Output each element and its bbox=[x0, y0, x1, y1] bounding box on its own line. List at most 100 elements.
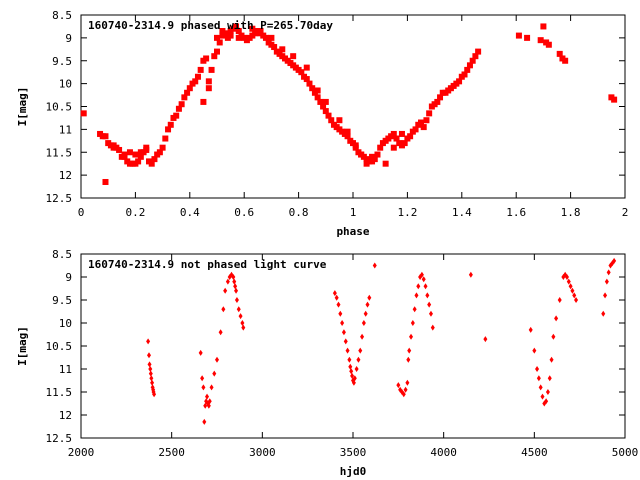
data-point bbox=[212, 370, 217, 377]
x-axis-label: hjd0 bbox=[340, 465, 367, 478]
data-point bbox=[515, 32, 522, 39]
data-point bbox=[416, 283, 421, 290]
data-point bbox=[149, 375, 154, 382]
x-tick-label: 0.6 bbox=[234, 206, 254, 219]
data-point bbox=[341, 329, 346, 336]
data-point bbox=[604, 278, 609, 285]
data-point bbox=[572, 292, 577, 299]
data-point bbox=[410, 320, 415, 326]
x-tick-label: 1 bbox=[350, 206, 357, 219]
data-point bbox=[434, 98, 441, 105]
data-point bbox=[102, 178, 109, 185]
data-point bbox=[412, 306, 417, 313]
data-point bbox=[102, 133, 109, 140]
x-tick-label: 1.6 bbox=[506, 206, 526, 219]
data-point bbox=[197, 66, 204, 73]
x-tick-label: 4000 bbox=[430, 446, 457, 459]
data-point bbox=[363, 160, 370, 167]
data-point bbox=[151, 156, 158, 163]
data-point bbox=[540, 393, 545, 400]
data-point bbox=[236, 306, 241, 313]
data-point bbox=[361, 320, 366, 326]
data-point bbox=[358, 151, 365, 158]
data-point bbox=[382, 160, 389, 167]
data-point bbox=[409, 333, 414, 340]
data-point bbox=[456, 78, 463, 85]
data-point bbox=[235, 28, 242, 35]
y-tick-label: 10.5 bbox=[46, 340, 73, 353]
data-point bbox=[414, 292, 419, 299]
data-point bbox=[430, 324, 435, 331]
y-axis-label: I[mag] bbox=[16, 326, 29, 366]
data-point bbox=[390, 144, 397, 151]
data-point bbox=[209, 384, 214, 391]
data-point bbox=[181, 94, 188, 101]
x-tick-label: 4500 bbox=[521, 446, 548, 459]
chart-title: 160740-2314.9 not phased light curve bbox=[88, 258, 327, 271]
y-tick-label: 12 bbox=[59, 409, 72, 422]
data-point bbox=[538, 384, 543, 391]
data-point bbox=[233, 283, 238, 290]
data-point bbox=[437, 94, 444, 101]
data-point bbox=[194, 73, 201, 80]
data-point bbox=[268, 34, 275, 41]
data-point bbox=[566, 278, 571, 285]
data-point bbox=[206, 402, 211, 409]
x-tick-label: 2000 bbox=[68, 446, 95, 459]
data-point bbox=[336, 301, 341, 308]
data-point bbox=[412, 126, 419, 133]
data-point bbox=[562, 57, 569, 64]
y-tick-label: 8.5 bbox=[52, 248, 72, 261]
data-point bbox=[135, 158, 142, 165]
data-point bbox=[314, 87, 321, 94]
y-tick-label: 9.5 bbox=[52, 294, 72, 307]
x-tick-label: 0.2 bbox=[125, 206, 145, 219]
data-point bbox=[428, 310, 433, 317]
data-point bbox=[601, 310, 606, 317]
data-point bbox=[202, 418, 207, 425]
data-point bbox=[405, 379, 410, 386]
data-point bbox=[173, 112, 180, 119]
x-tick-label: 5000 bbox=[612, 446, 639, 459]
data-point bbox=[159, 144, 166, 151]
data-point bbox=[147, 361, 152, 368]
y-tick-label: 11 bbox=[59, 123, 72, 136]
x-tick-label: 3000 bbox=[249, 446, 276, 459]
data-point bbox=[535, 366, 540, 372]
data-point bbox=[322, 98, 329, 105]
data-point bbox=[606, 269, 611, 276]
data-point bbox=[425, 292, 430, 299]
data-point bbox=[262, 34, 269, 41]
data-point bbox=[338, 310, 343, 317]
data-point bbox=[403, 386, 408, 393]
data-point bbox=[165, 126, 172, 133]
data-point bbox=[334, 294, 339, 301]
x-tick-label: 1.2 bbox=[397, 206, 417, 219]
y-tick-label: 11 bbox=[59, 363, 72, 376]
data-point bbox=[398, 130, 405, 137]
data-point bbox=[257, 28, 264, 35]
x-tick-label: 1.4 bbox=[452, 206, 472, 219]
data-point bbox=[225, 278, 230, 285]
y-tick-label: 9.5 bbox=[52, 55, 72, 68]
data-point bbox=[306, 80, 313, 87]
data-point bbox=[340, 320, 345, 326]
data-point bbox=[234, 297, 239, 303]
data-point bbox=[126, 149, 133, 156]
y-tick-label: 9 bbox=[65, 271, 72, 284]
data-point bbox=[426, 110, 433, 117]
chart-title: 160740-2314.9 phased with P=265.70day bbox=[88, 19, 333, 32]
y-tick-label: 9 bbox=[65, 32, 72, 45]
data-point bbox=[372, 262, 377, 269]
data-point bbox=[147, 352, 151, 359]
data-point bbox=[369, 153, 376, 160]
data-point bbox=[483, 336, 488, 343]
y-axis-ticks: 8.5 9 9.5 10 10.5 11 11.5 12 12.5 bbox=[46, 9, 625, 205]
data-point bbox=[352, 375, 357, 382]
data-point bbox=[192, 78, 199, 85]
data-point bbox=[532, 347, 537, 354]
data-points bbox=[146, 257, 617, 425]
data-point bbox=[365, 301, 370, 308]
x-axis-ticks: 0 0.2 0.4 0.6 0.8 1 1.2 1.4 1.6 1.8 2 bbox=[78, 15, 628, 219]
